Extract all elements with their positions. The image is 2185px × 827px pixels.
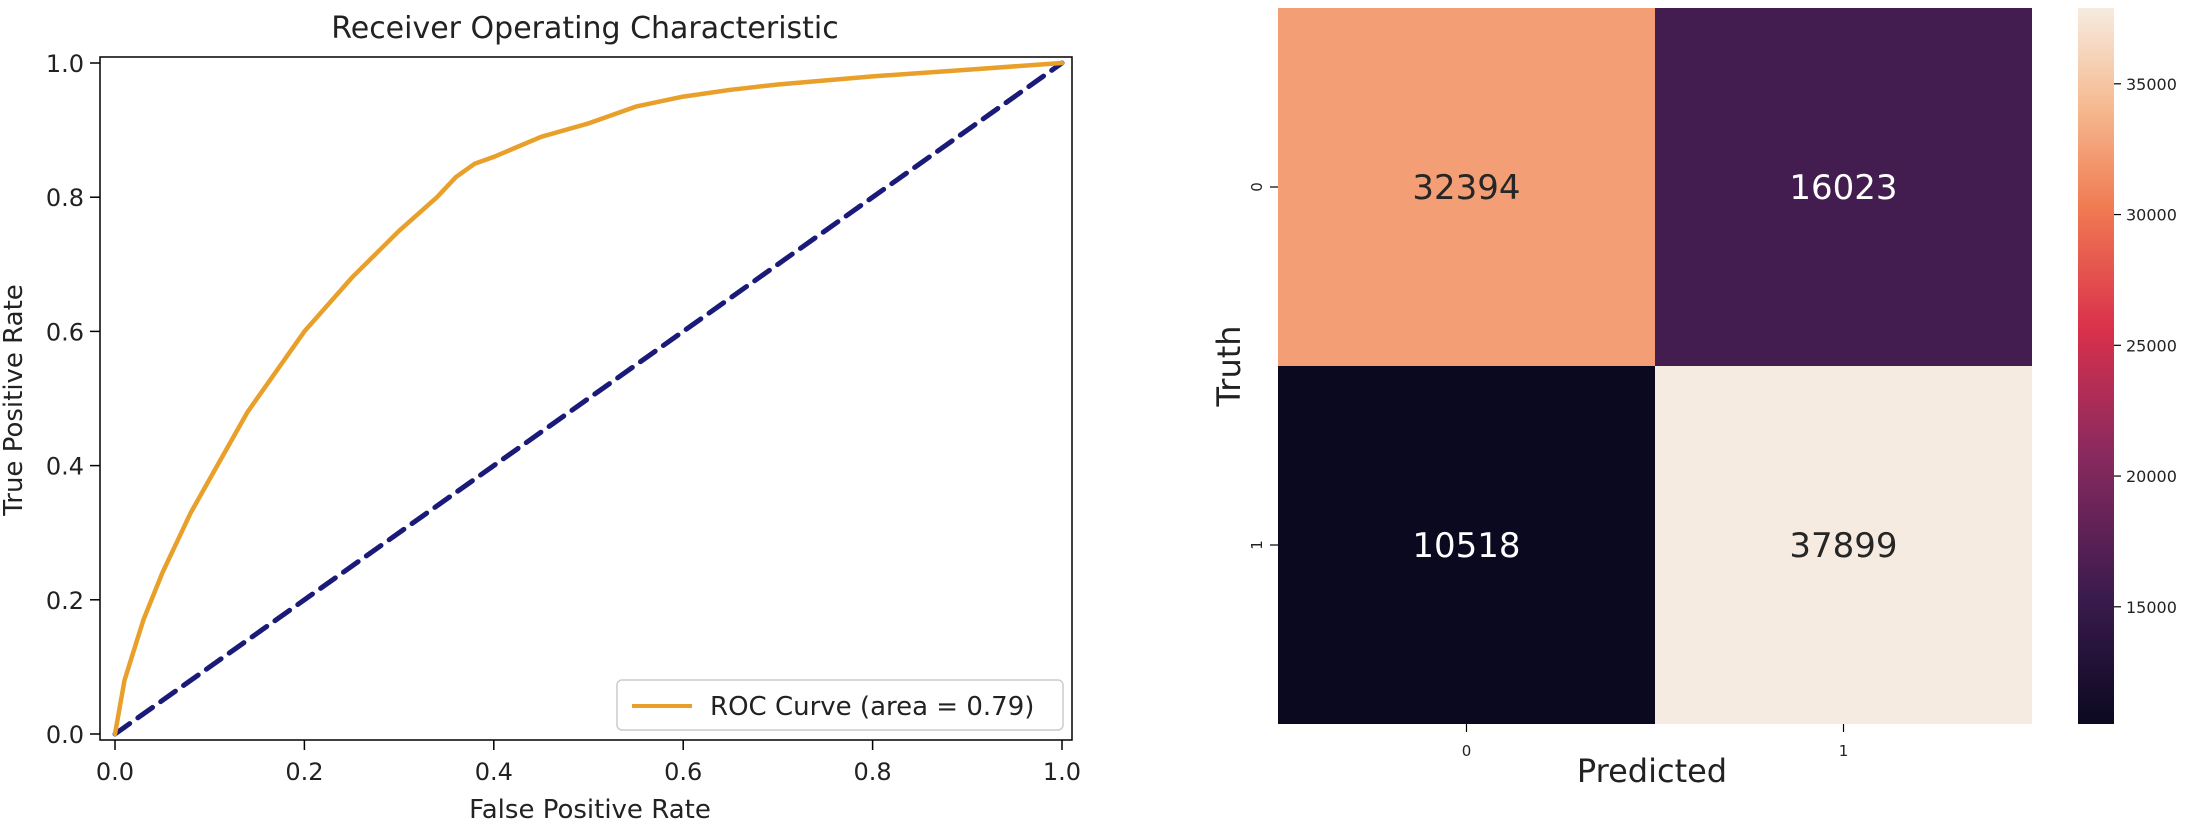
roc-title: Receiver Operating Characteristic <box>331 11 839 46</box>
colorbar <box>2078 8 2114 724</box>
roc-legend-box <box>616 679 1064 731</box>
heatmap-cell <box>1655 8 2032 366</box>
roc-series <box>112 60 1065 737</box>
roc-y-axis-label: True Positive Rate <box>0 284 29 517</box>
roc-x-tick-label: 0.8 <box>854 758 892 786</box>
roc-legend: ROC Curve (area = 0.79) <box>616 679 1064 731</box>
heatmap-cell <box>1278 366 1655 724</box>
heatmap-y-axis-label: Truth <box>1210 325 1248 407</box>
roc-y-tick-label: 0.6 <box>46 318 84 346</box>
confusion-matrix: 32394 16023 10518 37899 0 1 0 1 Predicted Trut… <box>1210 8 2177 790</box>
roc-chance-line <box>112 60 1065 737</box>
heatmap-x-axis-label: Predicted <box>1577 752 1727 790</box>
colorbar-tick-label: 35000 <box>2126 75 2177 94</box>
colorbar-ticks: 15000 20000 25000 30000 35000 <box>2114 75 2177 617</box>
colorbar-tick-label: 25000 <box>2126 336 2177 355</box>
roc-y-ticks: 0.0 0.2 0.4 0.6 0.8 1.0 <box>46 50 100 749</box>
roc-plot-frame <box>99 56 1073 741</box>
colorbar-tick-label: 30000 <box>2126 206 2177 225</box>
roc-chart: Receiver Operating Characteristic 0.0 0.2… <box>0 11 1081 825</box>
roc-y-tick-label: 0.8 <box>46 184 84 212</box>
roc-x-tick-label: 0.4 <box>475 758 513 786</box>
roc-y-tick-label: 1.0 <box>46 50 84 78</box>
roc-legend-label: ROC Curve (area = 0.79) <box>710 692 1034 722</box>
roc-x-ticks: 0.0 0.2 0.4 0.6 0.8 1.0 <box>96 740 1081 786</box>
roc-x-tick-label: 0.2 <box>285 758 323 786</box>
roc-x-tick-label: 1.0 <box>1043 758 1081 786</box>
roc-y-tick-label: 0.4 <box>46 453 84 481</box>
roc-x-axis-label: False Positive Rate <box>469 795 711 825</box>
heatmap-cell-value: 16023 <box>1789 168 1897 208</box>
heatmap-cell <box>1278 8 1655 366</box>
heatmap-cells: 32394 16023 10518 37899 <box>1278 8 2032 724</box>
heatmap-cell-value: 10518 <box>1412 526 1520 566</box>
colorbar-tick-label: 20000 <box>2126 467 2177 486</box>
colorbar-tick-label: 15000 <box>2126 598 2177 617</box>
heatmap-cell <box>1655 366 2032 724</box>
heatmap-ticks: 0 1 0 1 <box>1248 182 1848 760</box>
heatmap-y-tick-label: 1 <box>1248 540 1266 550</box>
heatmap-x-tick-label: 0 <box>1462 742 1472 760</box>
roc-x-tick-label: 0.6 <box>664 758 702 786</box>
roc-curve-line <box>112 60 1065 737</box>
roc-x-tick-label: 0.0 <box>96 758 134 786</box>
heatmap-x-tick-label: 1 <box>1839 742 1849 760</box>
roc-y-tick-label: 0.0 <box>46 721 84 749</box>
roc-y-tick-label: 0.2 <box>46 587 84 615</box>
heatmap-cell-value: 32394 <box>1412 168 1520 208</box>
heatmap-y-tick-label: 0 <box>1248 182 1266 192</box>
heatmap-cell-value: 37899 <box>1789 526 1897 566</box>
